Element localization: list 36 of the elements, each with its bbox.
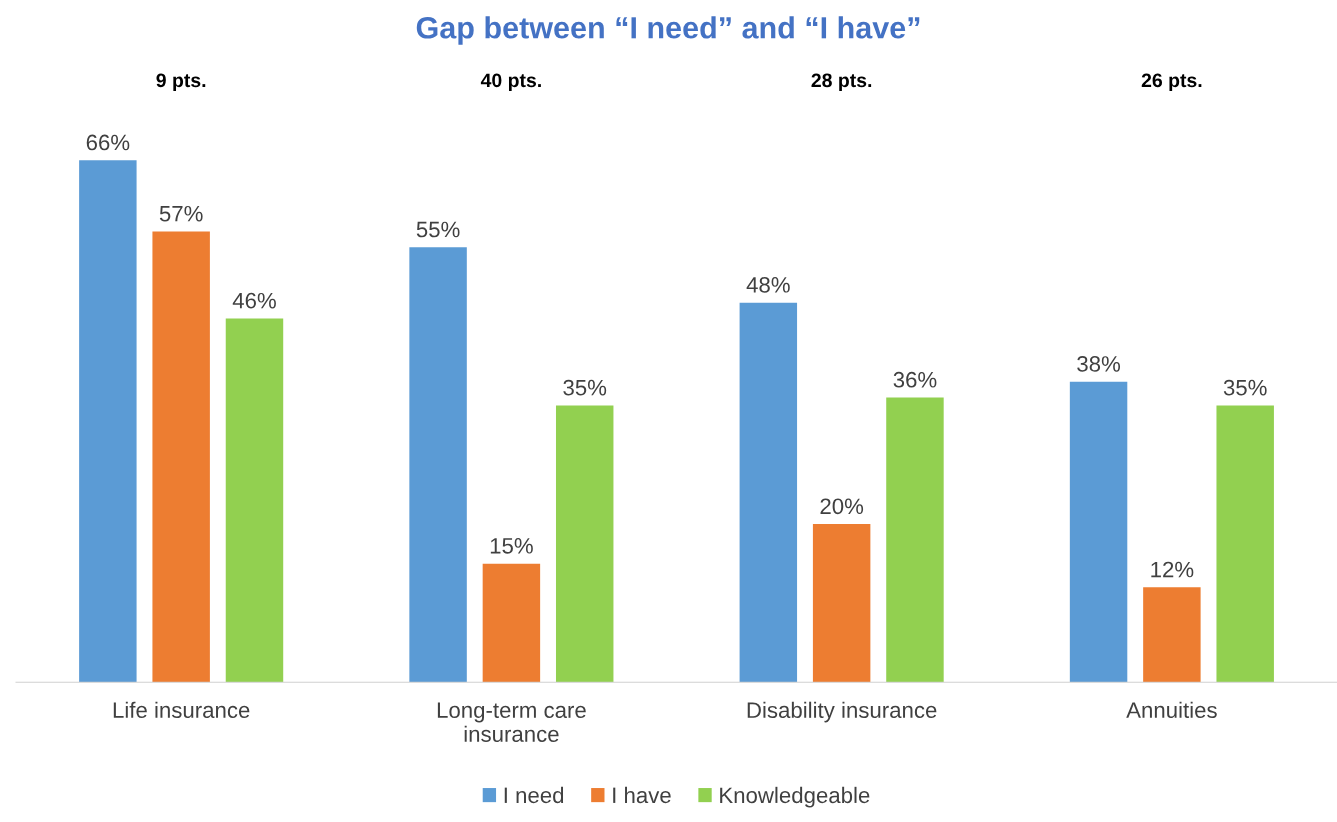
bar xyxy=(1143,587,1201,683)
bar xyxy=(482,563,541,683)
text: 26 pts. xyxy=(1141,73,1202,92)
bar xyxy=(1069,381,1128,683)
legend-label: I have xyxy=(613,786,671,804)
data-label: 66% xyxy=(86,134,130,151)
legend-label: Knowledgeable xyxy=(720,786,870,808)
x-tick-label: Disability insurance xyxy=(747,701,937,723)
bar xyxy=(409,247,467,683)
x-tick-label: Annuities xyxy=(1126,701,1217,719)
bar xyxy=(225,318,284,683)
data-label: 36% xyxy=(893,371,937,388)
legend-label: I need xyxy=(504,786,564,804)
chart-title: Gap between “I need” and “I have” xyxy=(416,16,920,45)
data-label: 15% xyxy=(490,538,533,554)
data-label: 38% xyxy=(1077,356,1121,372)
bar xyxy=(152,231,210,683)
bar xyxy=(555,405,614,683)
data-label: 35% xyxy=(563,379,607,396)
bar xyxy=(1216,405,1274,683)
data-label: 57% xyxy=(159,205,203,222)
data-label: 35% xyxy=(1223,379,1267,396)
data-label: 55% xyxy=(416,221,460,238)
text: 40 pts. xyxy=(480,73,541,92)
bar xyxy=(886,397,944,683)
data-label: 20% xyxy=(820,498,864,515)
data-label: 48% xyxy=(746,276,790,293)
x-tick-label: Life insurance xyxy=(113,701,250,719)
text: 28 pts. xyxy=(811,73,872,92)
bar xyxy=(79,160,137,683)
data-label: 46% xyxy=(232,292,276,309)
bar xyxy=(812,524,871,683)
bar xyxy=(739,302,798,683)
data-label: 12% xyxy=(1151,561,1194,578)
text: 9 pts. xyxy=(156,73,206,92)
x-tick-label: Long-term care insurance xyxy=(437,702,586,742)
